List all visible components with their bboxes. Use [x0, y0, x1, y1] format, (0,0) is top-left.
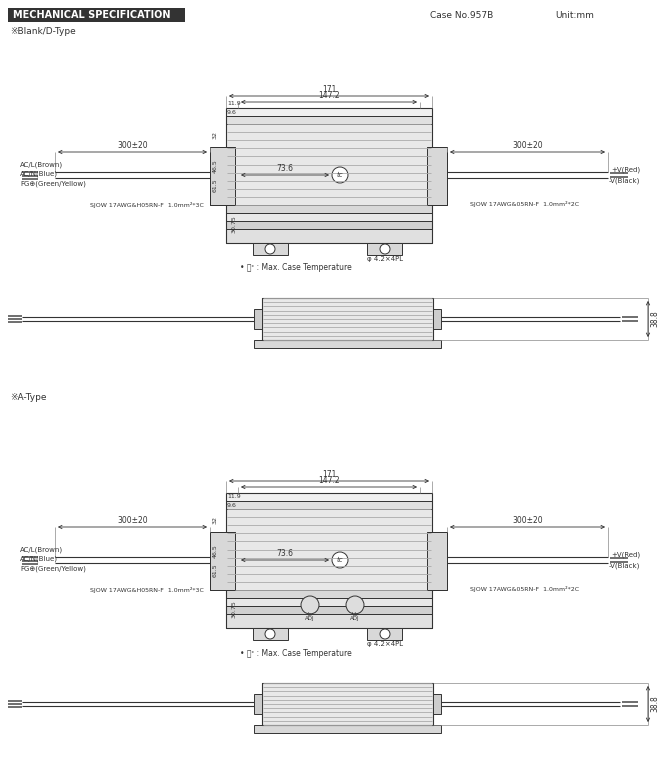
Text: -V(Black): -V(Black) — [608, 178, 640, 184]
Text: φ 4.2×4PL: φ 4.2×4PL — [367, 641, 403, 647]
Text: 11.9: 11.9 — [227, 101, 241, 106]
Text: Unit:mm: Unit:mm — [555, 11, 594, 19]
Bar — [226, 124, 432, 205]
Text: • Ⓣᶜ : Max. Case Temperature: • Ⓣᶜ : Max. Case Temperature — [240, 648, 352, 658]
Bar — [253, 243, 288, 255]
Text: 171: 171 — [322, 85, 336, 94]
Bar — [8, 8, 185, 22]
Text: 61.5: 61.5 — [213, 563, 218, 577]
Circle shape — [265, 244, 275, 254]
Bar — [262, 683, 433, 725]
Bar — [226, 108, 432, 116]
Text: AC/N(Blue): AC/N(Blue) — [20, 556, 58, 562]
Text: 11.9: 11.9 — [227, 494, 241, 499]
Bar — [254, 340, 441, 348]
Bar — [262, 298, 433, 340]
Text: 9.6: 9.6 — [227, 503, 237, 508]
Bar — [226, 221, 432, 229]
Bar — [254, 309, 262, 329]
Bar — [226, 590, 432, 598]
Text: FG⊕(Green/Yellow): FG⊕(Green/Yellow) — [20, 566, 86, 572]
Text: SJOW 17AWG&H05RN-F  1.0mm²*3C: SJOW 17AWG&H05RN-F 1.0mm²*3C — [90, 202, 204, 208]
Text: SJOW 17AWG&H05RN-F  1.0mm²*3C: SJOW 17AWG&H05RN-F 1.0mm²*3C — [90, 587, 204, 593]
Text: 73.6: 73.6 — [277, 549, 293, 558]
Circle shape — [265, 629, 275, 639]
Bar — [262, 298, 433, 340]
Bar — [226, 116, 432, 124]
Text: +V(Red): +V(Red) — [611, 167, 640, 173]
Bar — [427, 532, 447, 590]
Text: Io: Io — [308, 612, 312, 617]
Circle shape — [332, 552, 348, 568]
Bar — [226, 606, 432, 614]
Text: Case No.957B: Case No.957B — [430, 11, 493, 19]
Text: FG⊕(Green/Yellow): FG⊕(Green/Yellow) — [20, 180, 86, 187]
Bar — [226, 493, 432, 501]
Bar — [226, 493, 432, 628]
Text: 147.2: 147.2 — [318, 91, 340, 100]
Circle shape — [380, 244, 390, 254]
Text: MECHANICAL SPECIFICATION: MECHANICAL SPECIFICATION — [13, 10, 170, 20]
Text: 147.2: 147.2 — [318, 476, 340, 485]
Text: 30.75: 30.75 — [232, 600, 237, 618]
Text: 38.8: 38.8 — [650, 311, 659, 328]
Text: SJOW 17AWG&05RN-F  1.0mm²*2C: SJOW 17AWG&05RN-F 1.0mm²*2C — [470, 586, 579, 592]
Text: 300±20: 300±20 — [512, 516, 543, 525]
Text: 73.6: 73.6 — [277, 164, 293, 173]
Bar — [367, 628, 402, 640]
Text: -V(Black): -V(Black) — [608, 563, 640, 569]
Bar — [254, 725, 441, 733]
Text: 38.8: 38.8 — [650, 695, 659, 712]
Bar — [226, 213, 432, 221]
Text: 30.75: 30.75 — [232, 215, 237, 233]
Circle shape — [380, 629, 390, 639]
Bar — [254, 694, 262, 714]
Text: AC/L(Brown): AC/L(Brown) — [20, 162, 63, 168]
Bar — [262, 683, 433, 725]
Bar — [210, 147, 235, 205]
Text: AC/L(Brown): AC/L(Brown) — [20, 547, 63, 554]
Text: tc: tc — [337, 172, 343, 178]
Text: 9.6: 9.6 — [227, 110, 237, 115]
Text: 32: 32 — [213, 131, 218, 139]
Text: Vo: Vo — [352, 612, 358, 617]
Bar — [226, 614, 432, 628]
Circle shape — [301, 596, 319, 614]
Text: 46.5: 46.5 — [213, 544, 218, 558]
Circle shape — [346, 596, 364, 614]
Text: +V(Red): +V(Red) — [611, 552, 640, 558]
Text: • Ⓣᶜ : Max. Case Temperature: • Ⓣᶜ : Max. Case Temperature — [240, 264, 352, 272]
Text: 300±20: 300±20 — [117, 141, 148, 150]
Circle shape — [332, 167, 348, 183]
Bar — [226, 509, 432, 590]
Bar — [226, 229, 432, 243]
Text: φ 4.2×4PL: φ 4.2×4PL — [367, 256, 403, 262]
Text: tc: tc — [337, 557, 343, 563]
Bar — [367, 243, 402, 255]
Bar — [226, 205, 432, 213]
Bar — [427, 147, 447, 205]
Bar — [253, 628, 288, 640]
Bar — [433, 309, 441, 329]
Text: 300±20: 300±20 — [117, 516, 148, 525]
Text: ※Blank/D-Type: ※Blank/D-Type — [10, 28, 76, 36]
Bar — [226, 598, 432, 606]
Text: 32: 32 — [213, 516, 218, 524]
Text: 46.5: 46.5 — [213, 159, 218, 173]
Text: ADJ: ADJ — [350, 616, 360, 621]
Bar — [433, 694, 441, 714]
Bar — [210, 532, 235, 590]
Text: AC/N(Blue): AC/N(Blue) — [20, 170, 58, 177]
Bar — [226, 108, 432, 243]
Text: ※A-Type: ※A-Type — [10, 393, 46, 402]
Text: ADJ: ADJ — [306, 616, 315, 621]
Text: 61.5: 61.5 — [213, 178, 218, 192]
Bar — [226, 501, 432, 509]
Text: SJOW 17AWG&05RN-F  1.0mm²*2C: SJOW 17AWG&05RN-F 1.0mm²*2C — [470, 201, 579, 207]
Text: 300±20: 300±20 — [512, 141, 543, 150]
Text: 171: 171 — [322, 470, 336, 479]
